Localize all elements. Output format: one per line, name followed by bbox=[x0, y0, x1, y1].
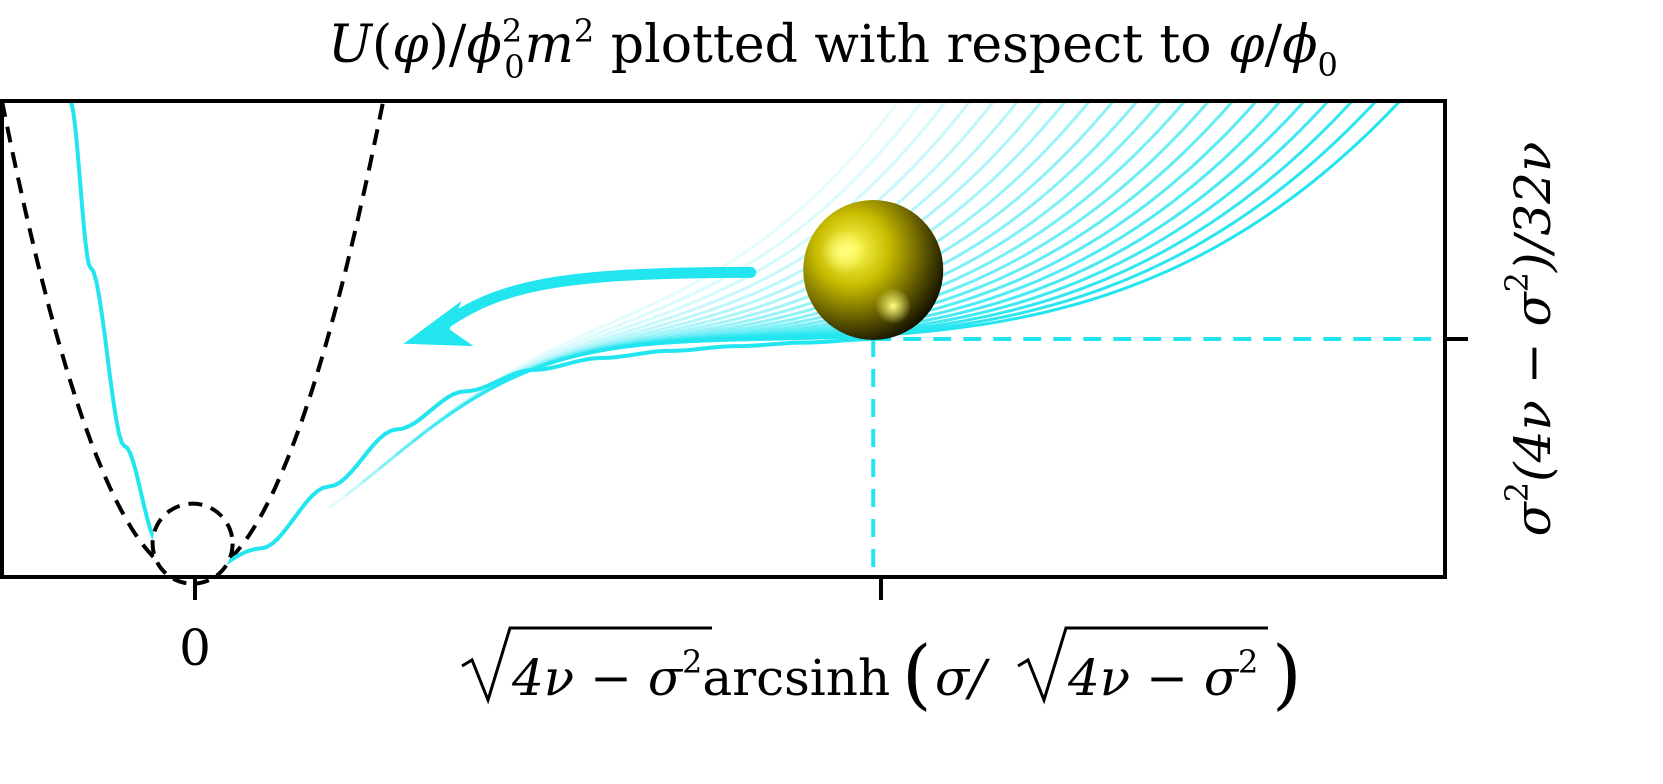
ball-highlight bbox=[821, 229, 866, 274]
ball-highlight bbox=[875, 287, 912, 324]
minimum-circle bbox=[150, 501, 235, 586]
y-tick-label-plateau: σ2(4ν − σ2)/32ν bbox=[1498, 142, 1562, 537]
sqrt-sign-2 bbox=[1017, 626, 1268, 705]
svg-text:): ) bbox=[1272, 629, 1302, 718]
family-curve bbox=[428, 101, 1044, 430]
family-curve bbox=[378, 101, 973, 470]
x-tick-label-plateau: 4ν − σ2arcsinh ( σ/ 4ν − σ2 ) bbox=[461, 626, 1302, 718]
chart-title: U(φ)/ϕ2 0m2 plotted with respect to φ/ϕ0 bbox=[328, 12, 1338, 86]
svg-text:4ν − σ2arcsinh: 4ν − σ2arcsinh bbox=[511, 643, 890, 707]
family-curve bbox=[682, 101, 1403, 344]
svg-text:σ/: σ/ bbox=[935, 649, 990, 707]
potential-curve bbox=[192, 337, 874, 577]
arrow-head bbox=[403, 300, 474, 347]
svg-text:4ν − σ2: 4ν − σ2 bbox=[1067, 643, 1258, 707]
family-curve bbox=[361, 101, 949, 484]
rolling-ball bbox=[803, 199, 944, 340]
x-tick-label-zero: 0 bbox=[179, 619, 211, 677]
svg-text:(: ( bbox=[902, 629, 932, 718]
arrow-shaft bbox=[428, 266, 757, 338]
family-curve bbox=[344, 101, 925, 497]
annotations bbox=[150, 199, 944, 586]
sqrt-sign-1 bbox=[461, 626, 712, 705]
harmonic-reference-curve bbox=[2, 101, 386, 577]
reference-lines bbox=[871, 337, 1465, 577]
family-curve bbox=[327, 101, 901, 510]
